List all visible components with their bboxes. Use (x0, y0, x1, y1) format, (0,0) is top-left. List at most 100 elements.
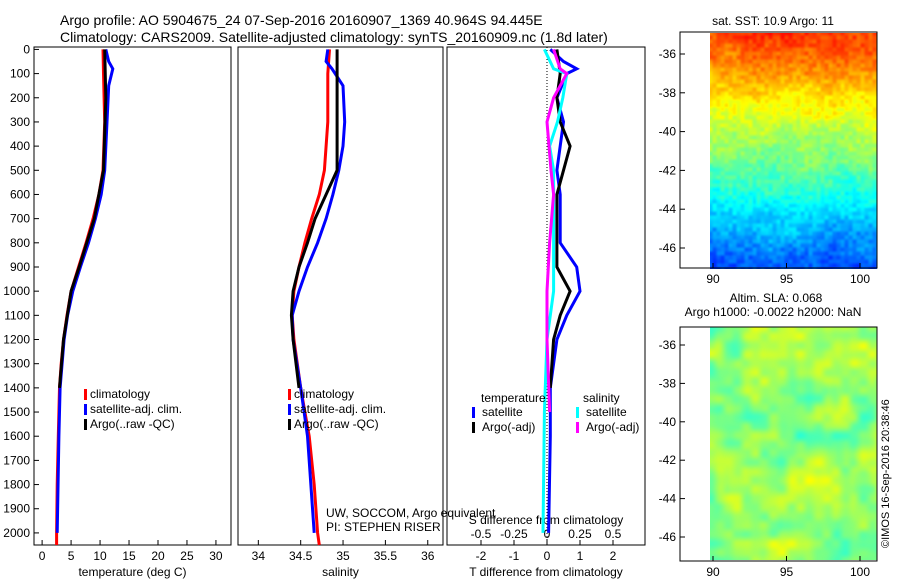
y-tick-label: 1500 (3, 405, 30, 419)
credit-line1: UW, SOCCOM, Argo equivalent (326, 506, 496, 520)
x-tick-label: 90 (706, 565, 720, 579)
x-tick-label: 2 (610, 549, 617, 563)
y-tick-label: -40 (659, 125, 677, 139)
figure-title-line2: Climatology: CARS2009. Satellite-adjuste… (60, 29, 608, 45)
x-tick-label: 20 (151, 549, 165, 563)
y-tick-label: -46 (659, 530, 677, 544)
legend-label: satellite (482, 405, 523, 419)
series-line-t-argo-adj- (548, 49, 572, 389)
series-line-argo-raw-qc- (58, 49, 108, 389)
s-tick-label: 0.5 (605, 527, 622, 541)
y-tick-label: 100 (10, 67, 30, 81)
axes-frame-1 (237, 46, 444, 546)
x-tick-label: 35.5 (374, 549, 398, 563)
y-tick-label: -42 (659, 163, 677, 177)
legend-swatch (288, 404, 291, 415)
s-tick-label: 0 (544, 527, 551, 541)
y-tick-label: -38 (659, 376, 677, 390)
x-tick-label: 1 (577, 549, 584, 563)
y-tick-label: 900 (10, 260, 30, 274)
x-axis-label: temperature (deg C) (78, 565, 186, 579)
x-tick-label: 0 (39, 549, 46, 563)
legend-swatch (84, 404, 87, 415)
y-tick-label: -46 (659, 241, 677, 255)
sla-map-title: Altim. SLA: 0.068 (730, 291, 823, 305)
x-tick-label: 34.5 (289, 549, 313, 563)
x-tick-label: 0 (544, 549, 551, 563)
s-tick-label: -0.25 (500, 527, 528, 541)
y-tick-label: -36 (659, 338, 677, 352)
legend-label: satellite (586, 405, 627, 419)
x-tick-label: 15 (122, 549, 136, 563)
y-tick-label: -36 (659, 47, 677, 61)
y-tick-label: 1600 (3, 429, 30, 443)
y-tick-label: 600 (10, 187, 30, 201)
credit-line2: PI: STEPHEN RISER (326, 520, 441, 534)
sst-map (710, 33, 877, 269)
y-tick-label: 1000 (3, 284, 30, 298)
x-tick-label: 95 (780, 272, 794, 286)
y-tick-label: 1200 (3, 333, 30, 347)
x-tick-label: 10 (93, 549, 107, 563)
legend-label: satellite-adj. clim. (294, 402, 386, 416)
y-tick-label: -44 (659, 202, 677, 216)
x-tick-label: 35 (336, 549, 350, 563)
x-axis-label: T difference from climatology (469, 565, 623, 579)
legend-header: salinity (583, 391, 620, 405)
y-tick-label: 800 (10, 236, 30, 250)
legend-swatch (472, 422, 475, 433)
legend-swatch (84, 389, 87, 400)
legend-swatch (84, 419, 87, 430)
y-tick-label: 400 (10, 139, 30, 153)
legend-swatch (288, 419, 291, 430)
legend-swatch (288, 389, 291, 400)
x-tick-label: 100 (850, 272, 870, 286)
y-tick-label: -40 (659, 415, 677, 429)
sst-map-title: sat. SST: 10.9 Argo: 11 (712, 14, 834, 28)
legend-label: Argo(-adj) (482, 420, 535, 434)
y-tick-label: 1800 (3, 478, 30, 492)
figure-title-line1: Argo profile: AO 5904675_24 07-Sep-2016 … (60, 12, 543, 28)
y-tick-label: 1400 (3, 381, 30, 395)
sla-map-subtitle: Argo h1000: -0.0022 h2000: NaN (685, 305, 862, 319)
sla-map (710, 327, 877, 560)
series-line-argo-raw-qc- (289, 49, 339, 389)
x-tick-label: -2 (476, 549, 487, 563)
y-tick-label: 0 (23, 42, 30, 56)
x-tick-label: 5 (68, 549, 75, 563)
y-tick-label: -44 (659, 492, 677, 506)
x-tick-label: -1 (509, 549, 520, 563)
axes-frame-0 (33, 46, 232, 546)
series-line-climatology (55, 49, 107, 545)
timestamp-stamp: ©IMOS 16-Sep-2016 20:38:46 (880, 399, 892, 548)
legend-label: satellite-adj. clim. (90, 402, 182, 416)
legend-swatch (576, 422, 579, 433)
x-tick-label: 36 (421, 549, 435, 563)
axes-frame-2 (446, 46, 646, 546)
legend-label: climatology (294, 387, 354, 401)
legend-label: Argo(-adj) (586, 420, 639, 434)
y-tick-label: 500 (10, 163, 30, 177)
y-tick-label: 300 (10, 115, 30, 129)
y-tick-label: 2000 (3, 526, 30, 540)
y-tick-label: -38 (659, 86, 677, 100)
s-tick-label: -0.5 (471, 527, 492, 541)
y-tick-label: 1900 (3, 502, 30, 516)
x-tick-label: 30 (209, 549, 223, 563)
map-frame (679, 31, 878, 269)
y-tick-label: 700 (10, 212, 30, 226)
x-tick-label: 95 (780, 565, 794, 579)
legend-label: Argo(..raw -QC) (90, 417, 175, 431)
legend-swatch (576, 407, 579, 418)
y-tick-label: -42 (659, 453, 677, 467)
legend-swatch (472, 407, 475, 418)
y-tick-label: 1300 (3, 357, 30, 371)
y-tick-label: 200 (10, 91, 30, 105)
legend-label: Argo(..raw -QC) (294, 417, 379, 431)
x-tick-label: 100 (850, 565, 870, 579)
series-line-t-satellite (547, 48, 582, 533)
y-tick-label: 1100 (4, 308, 30, 322)
x-axis-label: salinity (322, 565, 359, 579)
legend-label: climatology (90, 387, 150, 401)
